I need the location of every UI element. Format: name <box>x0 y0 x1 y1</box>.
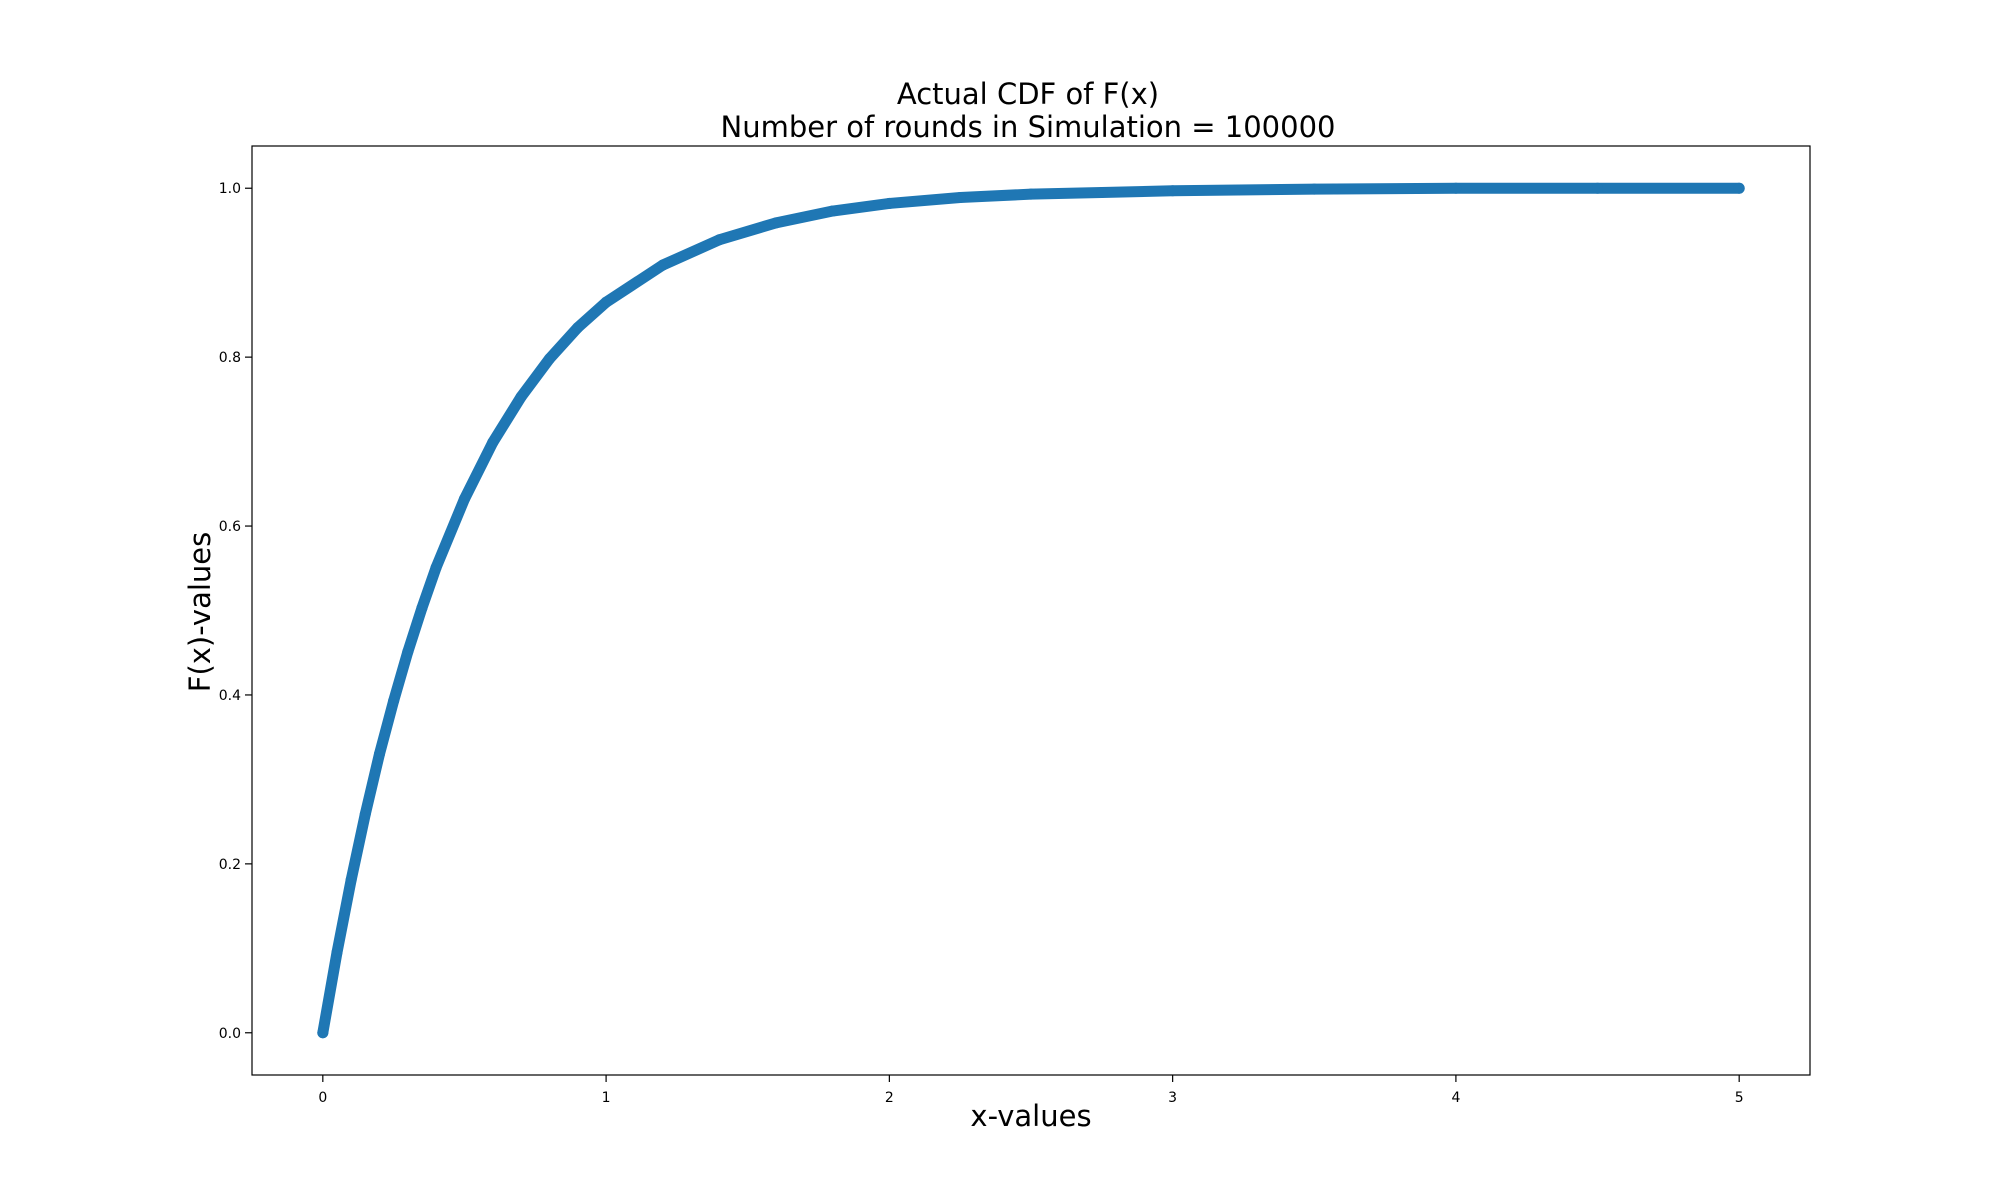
y-tick-label: 0.0 <box>219 1026 241 1042</box>
data-point <box>600 296 612 308</box>
y-axis-ticks: 0.0 0.2 0.4 0.6 0.8 1.0 <box>219 181 252 1042</box>
data-point <box>1450 182 1462 194</box>
x-axis-ticks: 0 1 2 3 4 5 <box>318 1075 1744 1106</box>
data-point <box>883 197 895 209</box>
data-point <box>1096 186 1108 198</box>
plot-series <box>317 182 1745 1039</box>
data-point <box>1733 182 1745 194</box>
data-point <box>345 874 357 886</box>
x-axis-label: x-values <box>970 1099 1091 1133</box>
data-point <box>373 748 385 760</box>
y-tick-label: 0.6 <box>219 519 241 535</box>
chart-title: Actual CDF of F(x) <box>897 77 1159 111</box>
data-point <box>1308 183 1320 195</box>
x-tick-label: 4 <box>1451 1090 1460 1106</box>
data-point <box>827 205 839 217</box>
chart-subtitle: Number of rounds in Simulation = 100000 <box>721 110 1336 144</box>
data-point <box>515 391 527 403</box>
y-tick-label: 0.8 <box>219 350 241 366</box>
data-point <box>543 353 555 365</box>
data-point <box>402 646 414 658</box>
y-tick-label: 0.4 <box>219 688 241 704</box>
data-point <box>572 322 584 334</box>
data-point <box>430 561 442 573</box>
data-point <box>458 493 470 505</box>
data-point <box>416 602 428 614</box>
data-point <box>657 259 669 271</box>
y-axis-label: F(x)-values <box>183 532 217 692</box>
data-point <box>713 234 725 246</box>
data-point <box>388 695 400 707</box>
x-tick-label: 2 <box>885 1090 894 1106</box>
x-tick-label: 1 <box>602 1090 611 1106</box>
series-line <box>317 182 1745 1039</box>
y-tick-label: 0.2 <box>219 857 241 873</box>
y-tick-label: 1.0 <box>219 181 241 197</box>
data-point <box>770 217 782 229</box>
data-point <box>317 1027 329 1039</box>
x-tick-label: 5 <box>1735 1090 1744 1106</box>
data-point <box>1167 185 1179 197</box>
data-point <box>1025 188 1037 200</box>
plot-frame <box>251 145 1811 1076</box>
data-point <box>359 808 371 820</box>
x-tick-label: 0 <box>318 1090 327 1106</box>
data-point <box>487 436 499 448</box>
x-tick-label: 3 <box>1168 1090 1177 1106</box>
data-point <box>331 947 343 959</box>
data-point <box>1592 182 1604 194</box>
data-point <box>954 192 966 204</box>
